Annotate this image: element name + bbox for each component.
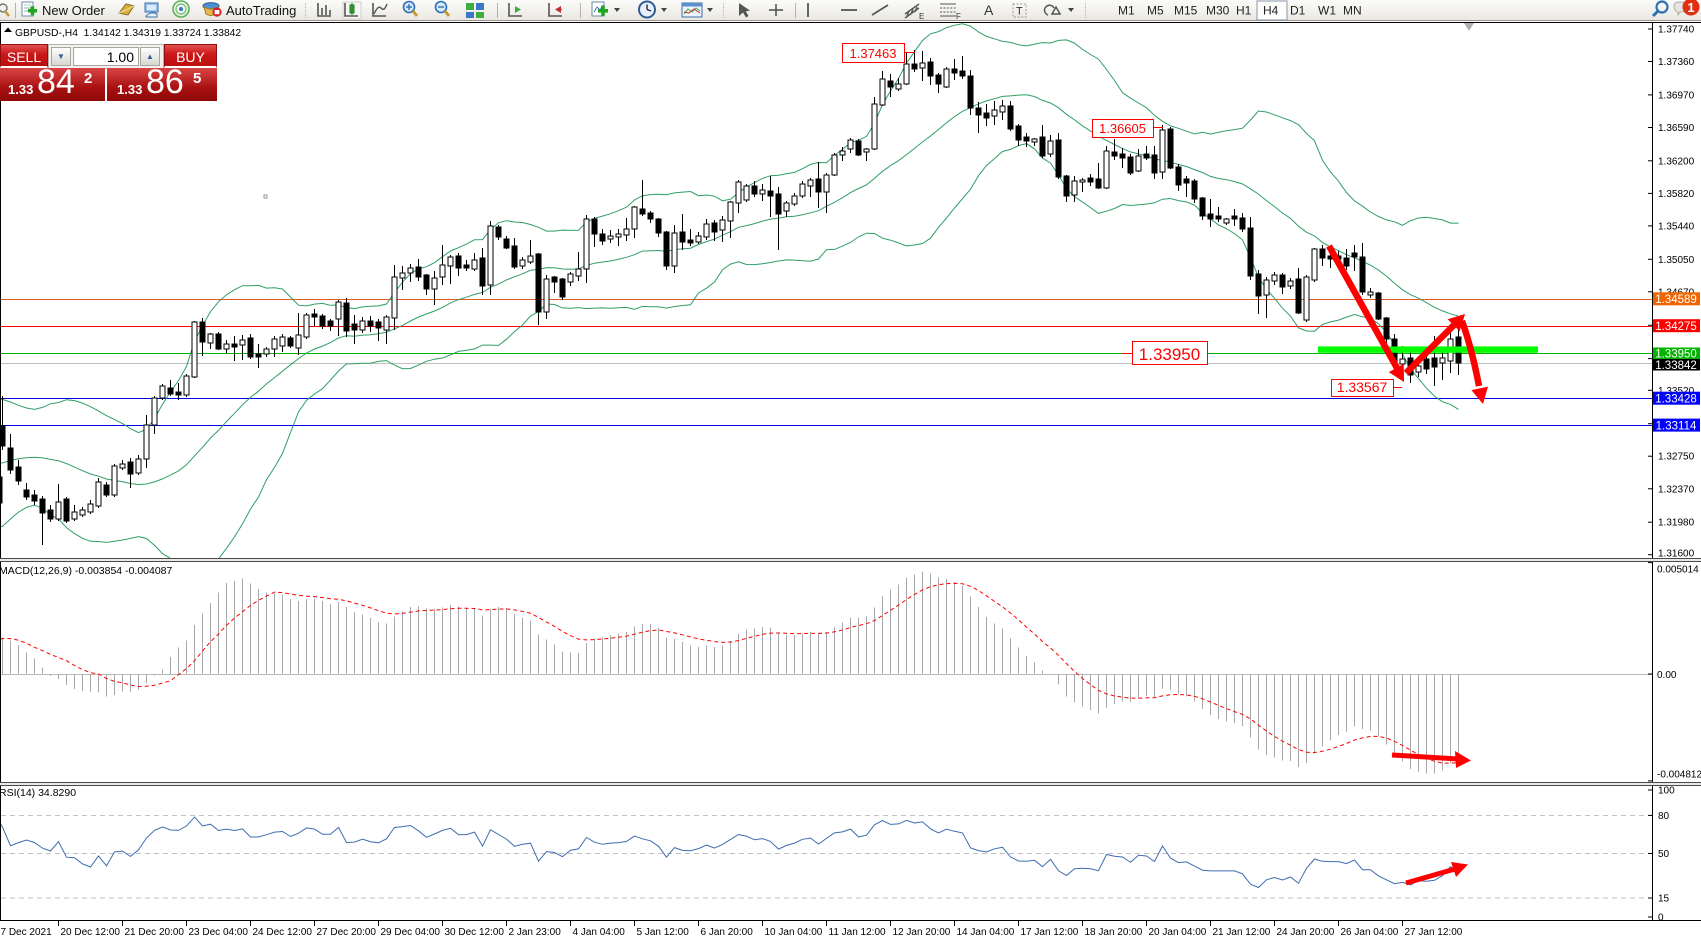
svg-text:23 Dec 04:00: 23 Dec 04:00	[189, 927, 249, 938]
svg-text:1.34589: 1.34589	[1655, 294, 1697, 306]
svg-text:80: 80	[1658, 811, 1670, 822]
svg-text:1.36590: 1.36590	[1658, 123, 1695, 134]
svg-text:1.36200: 1.36200	[1658, 156, 1695, 167]
svg-text:1.37740: 1.37740	[1658, 25, 1695, 36]
svg-text:1.33520: 1.33520	[1658, 386, 1695, 397]
svg-text:14 Jan 04:00: 14 Jan 04:00	[957, 927, 1015, 938]
svg-text:24 Jan 20:00: 24 Jan 20:00	[1277, 927, 1335, 938]
svg-text:1.35440: 1.35440	[1658, 221, 1695, 232]
svg-text:1.37360: 1.37360	[1658, 57, 1695, 68]
svg-text:17 Jan 12:00: 17 Jan 12:00	[1021, 927, 1079, 938]
svg-text:1.34275: 1.34275	[1655, 321, 1697, 333]
svg-text:1.33950: 1.33950	[1655, 348, 1697, 360]
svg-text:1.36970: 1.36970	[1658, 90, 1695, 101]
svg-text:4 Jan 04:00: 4 Jan 04:00	[573, 927, 626, 938]
svg-text:1.32750: 1.32750	[1658, 452, 1695, 463]
svg-text:21 Jan 12:00: 21 Jan 12:00	[1213, 927, 1271, 938]
svg-text:27 Jan 12:00: 27 Jan 12:00	[1405, 927, 1463, 938]
svg-text:5 Jan 12:00: 5 Jan 12:00	[637, 927, 690, 938]
svg-text:M15: M15	[1174, 4, 1198, 18]
svg-text:12 Jan 20:00: 12 Jan 20:00	[893, 927, 951, 938]
svg-text:1.32370: 1.32370	[1658, 484, 1695, 495]
svg-text:H4: H4	[1263, 4, 1279, 18]
svg-text:1.37463: 1.37463	[850, 46, 897, 61]
svg-text:10 Jan 04:00: 10 Jan 04:00	[765, 927, 823, 938]
svg-text:MN: MN	[1343, 4, 1362, 18]
svg-text:21 Dec 20:00: 21 Dec 20:00	[125, 927, 185, 938]
svg-text:1.36605: 1.36605	[1099, 121, 1146, 136]
svg-text:1.31980: 1.31980	[1658, 518, 1695, 529]
svg-text:F: F	[956, 12, 961, 21]
svg-text:E: E	[919, 12, 924, 21]
svg-text:1.33842: 1.33842	[1655, 360, 1697, 372]
svg-text:0: 0	[1658, 913, 1664, 924]
svg-text:30 Dec 12:00: 30 Dec 12:00	[445, 927, 505, 938]
svg-text:AutoTrading: AutoTrading	[226, 3, 296, 18]
svg-text:D1: D1	[1290, 4, 1306, 18]
svg-text:H1: H1	[1236, 4, 1252, 18]
svg-text:M1: M1	[1118, 4, 1135, 18]
svg-text:GBPUSD-,H4 1.34142 1.34319 1.: GBPUSD-,H4 1.34142 1.34319 1.33724 1.338…	[15, 28, 241, 39]
svg-text:7 Dec 2021: 7 Dec 2021	[1, 927, 53, 938]
svg-text:0.00: 0.00	[1657, 670, 1677, 681]
svg-text:M30: M30	[1206, 4, 1230, 18]
svg-text:26 Jan 04:00: 26 Jan 04:00	[1341, 927, 1399, 938]
svg-text:1.35050: 1.35050	[1658, 255, 1695, 266]
svg-text:1.31600: 1.31600	[1658, 549, 1695, 560]
svg-text:50: 50	[1658, 849, 1670, 860]
svg-text:20 Dec 12:00: 20 Dec 12:00	[61, 927, 121, 938]
svg-text:2 Jan 23:00: 2 Jan 23:00	[509, 927, 562, 938]
svg-text:W1: W1	[1318, 4, 1336, 18]
svg-text:6 Jan 20:00: 6 Jan 20:00	[701, 927, 754, 938]
svg-text:A: A	[984, 2, 994, 18]
svg-text:20 Jan 04:00: 20 Jan 04:00	[1149, 927, 1207, 938]
svg-text:100: 100	[1658, 786, 1675, 797]
svg-text:1.35820: 1.35820	[1658, 189, 1695, 200]
svg-text:M5: M5	[1147, 4, 1164, 18]
svg-text:MACD(12,26,9) -0.003854 -0.004: MACD(12,26,9) -0.003854 -0.004087	[0, 565, 173, 577]
svg-text:1.33567: 1.33567	[1337, 379, 1388, 395]
svg-text:15: 15	[1658, 894, 1670, 905]
svg-text:0.005014: 0.005014	[1657, 565, 1699, 576]
svg-text:RSI(14) 34.8290: RSI(14) 34.8290	[0, 787, 76, 799]
svg-text:18 Jan 20:00: 18 Jan 20:00	[1085, 927, 1143, 938]
svg-text:27 Dec 20:00: 27 Dec 20:00	[317, 927, 377, 938]
svg-text:1: 1	[1687, 0, 1694, 15]
svg-text:-0.004812: -0.004812	[1657, 770, 1701, 781]
svg-text:11 Jan 12:00: 11 Jan 12:00	[829, 927, 887, 938]
svg-text:24 Dec 12:00: 24 Dec 12:00	[253, 927, 313, 938]
svg-text:29 Dec 04:00: 29 Dec 04:00	[381, 927, 441, 938]
svg-text:1.33114: 1.33114	[1656, 420, 1697, 432]
svg-text:1.33428: 1.33428	[1655, 393, 1697, 405]
svg-text:New Order: New Order	[42, 3, 106, 18]
svg-text:T: T	[1016, 6, 1023, 18]
svg-text:1.33950: 1.33950	[1139, 345, 1200, 364]
